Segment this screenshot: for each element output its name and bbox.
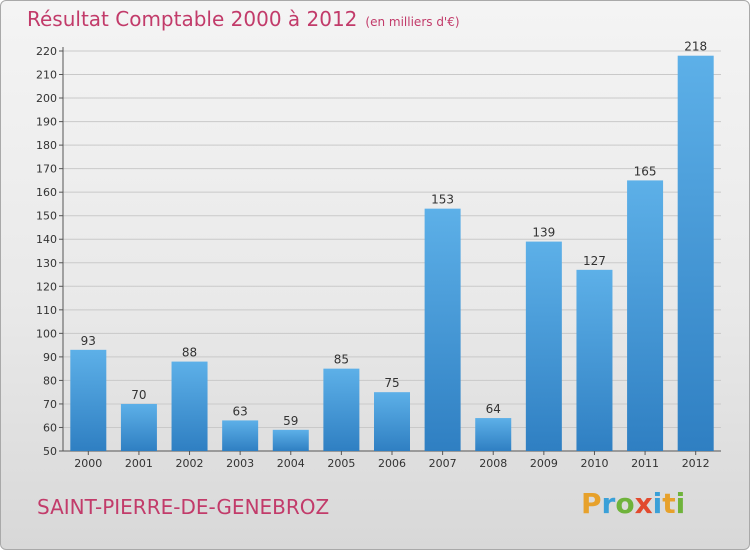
data-label-2006: 75 [384,376,399,390]
bar-2004 [272,429,309,451]
y-tick-label: 110 [36,304,57,317]
y-tick-label: 200 [36,92,57,105]
logo-letter: i [652,487,663,520]
bar-2003 [222,420,259,451]
data-label-2003: 63 [233,404,248,418]
bar-2008 [475,418,512,451]
y-tick-label: 220 [36,45,57,58]
y-tick-label: 100 [36,327,57,340]
x-tick-label: 2009 [530,457,558,470]
bar-2007 [424,208,461,451]
y-tick-label: 90 [43,351,57,364]
grid-lines [63,50,721,452]
x-tick-label: 2000 [74,457,102,470]
y-tick-label: 150 [36,210,57,223]
x-tick-label: 2006 [378,457,406,470]
bar-2011 [627,180,664,452]
x-tick-label: 2010 [580,457,608,470]
data-label-2005: 85 [334,353,349,367]
data-label-2001: 70 [131,388,146,402]
data-label-2010: 127 [583,254,606,268]
bar-2001 [120,403,157,451]
y-tick-label: 210 [36,69,57,82]
y-tick-label: 180 [36,139,57,152]
proxiti-logo[interactable]: Proxiti [581,487,685,520]
bar-2012 [677,55,714,452]
logo-letter: r [601,487,616,520]
y-tick-label: 170 [36,163,57,176]
y-tick-label: 130 [36,257,57,270]
logo-letter: i [675,487,686,520]
y-tick-label: 120 [36,280,57,293]
y-tick-label: 140 [36,233,57,246]
x-tick-label: 2008 [479,457,507,470]
x-tick-label: 2011 [631,457,659,470]
y-tick-label: 190 [36,116,57,129]
chart-title: Résultat Comptable 2000 à 2012 (en millie… [27,7,460,31]
y-tick-label: 160 [36,186,57,199]
data-label-2002: 88 [182,346,197,360]
commune-name: SAINT-PIERRE-DE-GENEBROZ [37,495,330,519]
x-tick-label: 2001 [125,457,153,470]
data-label-2008: 64 [486,402,501,416]
x-tick-label: 2012 [682,457,710,470]
title-unit: (en milliers d'€) [365,15,460,29]
x-tick-label: 2004 [277,457,305,470]
logo-letter: P [581,487,602,520]
bar-2006 [374,392,410,451]
bar-2000 [70,349,107,451]
x-tick-label: 2005 [327,457,355,470]
data-label-2004: 59 [283,414,298,428]
data-labels: 93 70 88 63 59 85 75 153 64 139 127 165 218 [81,40,707,428]
bars [70,55,714,452]
y-tick-label: 80 [43,374,57,387]
logo-letter: t [662,487,676,520]
title-text: Résultat Comptable 2000 à 2012 [27,7,358,31]
data-label-2012: 218 [684,40,707,54]
bar-2009 [525,241,562,451]
x-tick-label: 2002 [176,457,204,470]
y-tick-label: 60 [43,421,57,434]
x-tick-label: 2007 [429,457,457,470]
data-label-2007: 153 [431,193,454,207]
logo-letter: x [634,487,653,520]
bar-2005 [323,368,360,451]
data-label-2000: 93 [81,334,96,348]
data-label-2011: 165 [634,164,657,178]
y-tick-label: 70 [43,398,57,411]
x-tick-label: 2003 [226,457,254,470]
data-label-2009: 139 [532,226,555,240]
bar-2010 [576,269,613,451]
logo-letter: o [615,487,635,520]
y-tick-label: 50 [43,445,57,458]
bar-2002 [171,361,208,451]
